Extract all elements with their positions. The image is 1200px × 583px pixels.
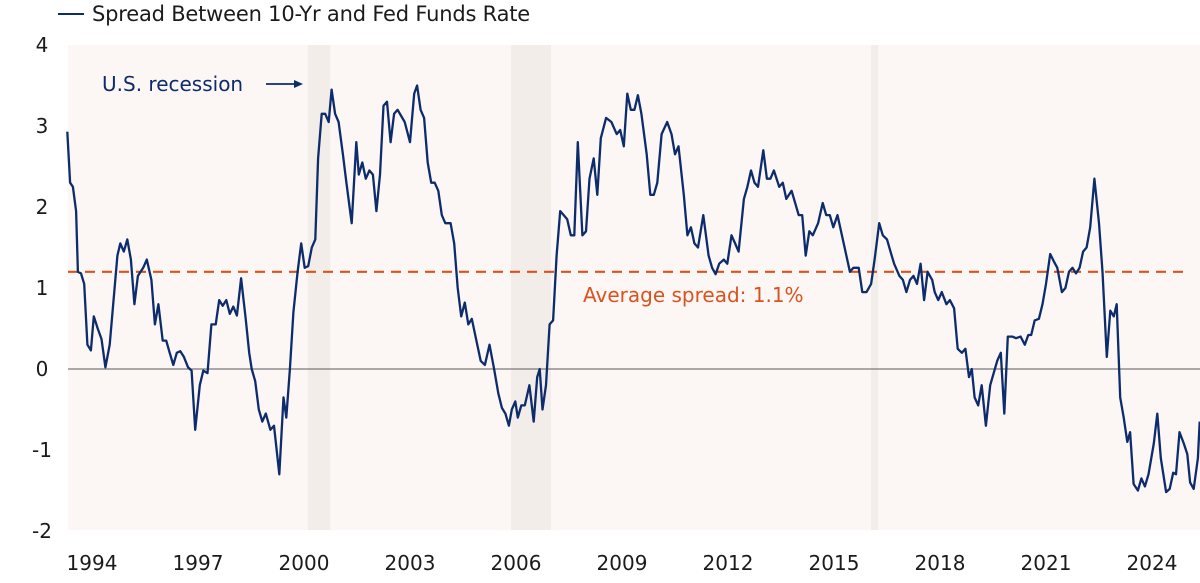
x-tick-label: 2018 xyxy=(915,551,966,575)
spread-series-line xyxy=(66,84,1200,494)
recession-band-3 xyxy=(871,45,879,530)
x-tick-label: 2024 xyxy=(1127,551,1178,575)
x-tick-label: 2009 xyxy=(597,551,648,575)
y-tick-label: -2 xyxy=(32,519,52,543)
average-spread-label: Average spread: 1.1% xyxy=(583,283,804,307)
recession-band-1 xyxy=(307,45,331,530)
x-tick-label: 2006 xyxy=(491,551,542,575)
y-tick-label: 4 xyxy=(36,33,49,57)
plot-background xyxy=(68,45,1200,530)
x-tick-label: 2021 xyxy=(1021,551,1072,575)
x-tick-label: 2000 xyxy=(279,551,330,575)
y-tick-label: -1 xyxy=(32,438,52,462)
x-tick-label: 2015 xyxy=(809,551,860,575)
x-tick-label: 2003 xyxy=(385,551,436,575)
y-tick-label: 1 xyxy=(36,276,49,300)
legend-line-swatch-icon xyxy=(58,13,84,15)
recession-annotation-label: U.S. recession xyxy=(102,72,243,96)
legend-label: Spread Between 10-Yr and Fed Funds Rate xyxy=(92,2,531,26)
recession-band-2 xyxy=(511,45,551,530)
arrow-right-icon xyxy=(294,80,303,88)
chart-legend: Spread Between 10-Yr and Fed Funds Rate xyxy=(58,2,530,26)
y-tick-label: 3 xyxy=(36,114,49,138)
y-tick-label: 2 xyxy=(36,195,49,219)
x-tick-label: 1994 xyxy=(67,551,118,575)
x-tick-label: 1997 xyxy=(173,551,224,575)
y-tick-label: 0 xyxy=(36,357,49,381)
x-tick-label: 2012 xyxy=(703,551,754,575)
